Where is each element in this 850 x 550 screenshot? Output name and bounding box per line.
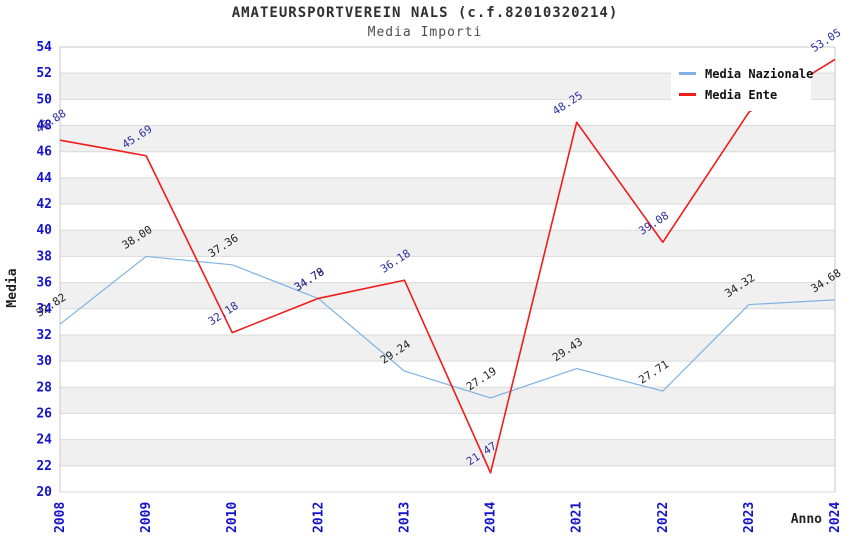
y-tick-label: 40 — [36, 223, 52, 238]
x-tick-label: 2014 — [484, 502, 499, 533]
chart-title: AMATEURSPORTVEREIN NALS (c.f.82010320214… — [231, 5, 619, 21]
grid-band — [60, 308, 835, 335]
series-line-media-ente — [59, 58, 836, 474]
legend-label: Media Nazionale — [705, 66, 814, 81]
y-tick-label: 32 — [36, 328, 52, 343]
y-tick-label: 28 — [36, 380, 52, 395]
legend-swatch — [679, 93, 696, 96]
legend-item-media-nazionale: Media Nazionale — [679, 63, 813, 84]
y-tick-label: 48 — [36, 119, 52, 134]
y-tick-label: 52 — [36, 66, 52, 81]
x-tick-label: 2023 — [742, 502, 757, 533]
y-axis-title: Media — [5, 268, 20, 307]
x-tick-label: 2010 — [225, 502, 240, 533]
grid-band — [60, 204, 835, 231]
legend-swatch — [679, 72, 696, 75]
grid-band — [60, 439, 835, 466]
grid-band — [60, 282, 835, 309]
y-tick-label: 36 — [36, 276, 52, 291]
y-tick-label: 46 — [36, 145, 52, 160]
chart-subtitle: Media Importi — [367, 25, 483, 40]
y-tick-label: 20 — [36, 485, 52, 500]
y-tick-label: 38 — [36, 249, 52, 264]
grid-band — [60, 334, 835, 362]
y-tick-label: 24 — [36, 433, 52, 448]
x-tick-label: 2022 — [656, 502, 671, 533]
grid-band — [60, 413, 835, 440]
x-tick-label: 2013 — [397, 502, 412, 533]
x-tick-label: 2012 — [311, 502, 326, 533]
legend-label: Media Ente — [705, 87, 778, 102]
y-tick-label: 30 — [36, 354, 52, 369]
y-tick-label: 26 — [36, 406, 52, 421]
grid-band — [60, 387, 835, 414]
grid-band — [60, 361, 835, 388]
x-axis-title: Anno — [791, 512, 822, 527]
grid-band — [60, 256, 835, 283]
y-tick-label: 44 — [36, 171, 52, 186]
grid-band — [60, 465, 835, 492]
grid-band — [60, 177, 835, 205]
y-tick-label: 34 — [36, 302, 52, 317]
series-line-media-nazionale — [59, 255, 836, 399]
grid-band — [60, 230, 835, 257]
y-tick-label: 54 — [36, 40, 52, 55]
y-tick-label: 50 — [36, 92, 52, 107]
x-tick-label: 2008 — [53, 502, 68, 533]
grid-band — [60, 151, 835, 178]
legend: Media Nazionale Media Ente — [671, 56, 813, 111]
x-tick-label: 2021 — [570, 502, 585, 533]
x-tick-label: 2009 — [139, 502, 154, 533]
grid-band — [60, 125, 835, 152]
x-tick-label: 2024 — [828, 502, 843, 533]
legend-item-media-ente: Media Ente — [679, 84, 803, 105]
y-tick-label: 22 — [36, 459, 52, 474]
y-tick-label: 42 — [36, 197, 52, 212]
